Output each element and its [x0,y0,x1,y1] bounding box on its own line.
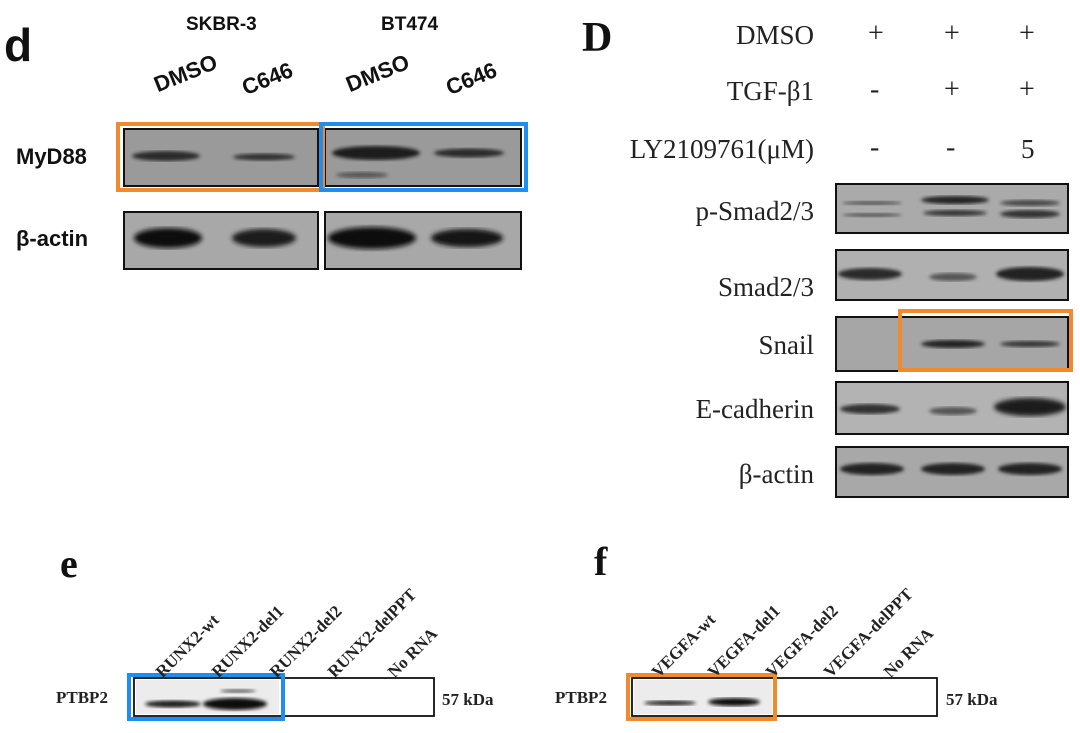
band-ecad-3 [994,398,1066,416]
row-label-smad: Smad2/3 [717,272,814,302]
highlight-box-snail [898,309,1073,372]
row-label-beta-actin-D: β-actin [738,459,814,489]
treatment-value-ly-2: - [946,132,956,163]
row-label-beta-actin-d: β-actin [16,226,89,251]
band-myd88-skbr3-c646 [233,153,295,161]
band-snail-3 [1000,341,1060,347]
band-myd88-skbr3-dmso [132,151,200,161]
band-actin-skbr3-dmso [134,228,202,248]
band-actin-D-3 [998,463,1062,475]
treatment-value-tgf-1: - [870,74,880,105]
panel-e-letter: e [60,541,78,586]
size-label-f: 57 kDa [946,690,998,709]
band-actin-D-2 [921,463,985,475]
size-label-e: 57 kDa [442,690,494,709]
band-ptbp2-e-wt [145,700,201,708]
blot-psmad [835,183,1069,234]
treatment-value-ly-1: - [870,132,880,163]
highlight-box-e [127,673,285,721]
band-actin-bt474-c646 [431,229,503,247]
treatment-value-tgf-2: + [944,74,960,105]
band-psmad-2b [923,210,987,216]
band-ecad-2 [929,407,977,415]
treatment-label-dmso: DMSO [735,20,814,50]
row-label-snail: Snail [758,330,814,360]
band-smad-2 [929,273,977,281]
band-myd88-bt474-c646 [434,148,504,158]
band-snail-2 [921,340,985,348]
band-ecad-1 [840,404,900,414]
band-actin-bt474-dmso [328,227,416,249]
treatment-value-ly-3: 5 [1021,134,1035,164]
band-myd88-bt474-dmso [332,146,420,160]
treatment-label-ly: LY2109761(μM) [629,134,814,164]
treatment-value-dmso-3: + [1019,18,1035,49]
band-smad-1 [838,268,902,280]
panel-D-letter: D [582,15,613,61]
row-label-ptbp2-e: PTBP2 [56,688,108,707]
band-ptbp2-e-del1 [203,698,267,710]
band-psmad-1a [842,201,902,205]
row-label-myd88: MyD88 [16,144,87,169]
band-psmad-1b [842,213,902,217]
band-ptbp2-f-del1 [708,698,760,706]
highlight-box-f [626,673,777,721]
cell-line-skbr3: SKBR-3 [186,14,257,35]
row-label-psmad: p-Smad2/3 [695,196,815,226]
cell-line-bt474: BT474 [381,14,439,35]
blot-ptbp2-e-dark [136,680,279,714]
row-label-ptbp2-f: PTBP2 [555,688,607,707]
band-myd88-bt474-dmso-lower [336,172,388,178]
highlight-box-bt474 [319,122,528,192]
band-psmad-3b [1000,210,1060,218]
band-psmad-3a [1000,200,1060,206]
panel-f-letter: f [594,539,608,584]
band-actin-skbr3-c646 [232,229,296,247]
row-label-ecadherin: E-cadherin [695,394,814,424]
band-psmad-2a [921,196,989,204]
band-ptbp2-f-wt [644,700,696,706]
panel-d-letter: d [4,19,33,71]
band-actin-D-1 [840,463,904,475]
treatment-value-tgf-3: + [1019,74,1035,105]
blot-ptbp2-f-dark [634,680,772,714]
treatment-label-tgf: TGF-β1 [726,76,814,106]
treatment-value-dmso-2: + [944,18,960,49]
band-smad-3 [996,267,1064,281]
treatment-value-dmso-1: + [868,18,884,49]
band-ptbp2-e-del1-upper [220,689,256,693]
